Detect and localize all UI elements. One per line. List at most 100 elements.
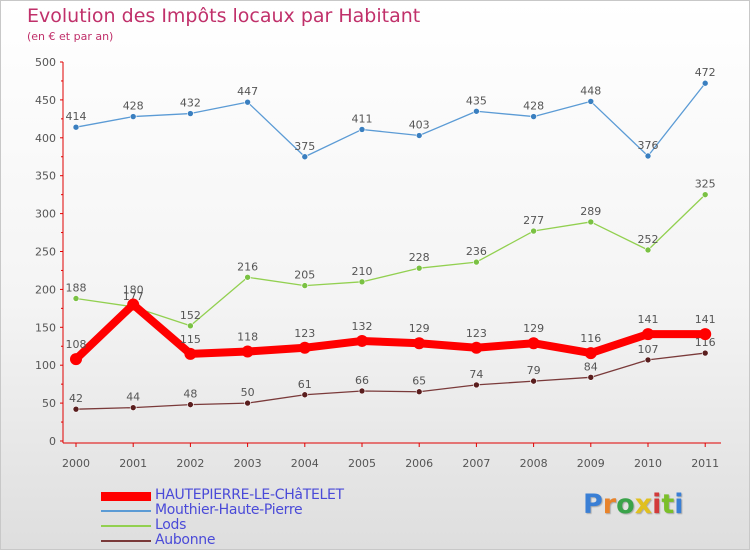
logo-letter: P [583,489,603,520]
y-tick-label: 450 [35,94,56,107]
x-tick-label: 2011 [691,457,719,470]
y-tick-label: 200 [35,283,56,296]
data-label: 84 [584,360,598,373]
data-point [473,258,480,266]
data-label: 428 [523,100,544,113]
y-tick-label: 100 [35,359,56,372]
data-point [358,387,366,395]
data-label: 432 [180,97,201,110]
data-point [701,349,709,357]
data-point [72,405,80,413]
logo-letter: i [652,489,662,520]
data-point [587,218,595,226]
data-point [356,334,368,347]
data-point [187,322,194,330]
data-label: 210 [352,265,373,278]
data-label: 403 [409,119,430,132]
series-mouthier-haute-pierre: 414 428 432 447 375 411 403 435 428 448 376 472 [66,66,716,161]
data-label: 428 [123,100,144,113]
data-point [701,191,709,198]
x-tick-label: 2006 [405,457,433,470]
data-point [244,273,251,281]
x-tick-label: 2009 [577,457,605,470]
data-label: 48 [183,388,197,401]
data-point [644,152,652,160]
data-label: 132 [352,320,373,333]
data-point [72,123,80,131]
data-label: 129 [409,322,430,335]
x-tick-label: 2001 [119,457,147,470]
data-label: 152 [180,309,201,322]
data-point [301,282,309,289]
data-point [187,110,194,117]
x-tick-label: 2005 [348,457,376,470]
data-point [301,153,309,161]
data-label: 107 [638,343,659,356]
data-point [644,356,652,364]
data-point [644,246,652,254]
data-label: 116 [580,332,601,345]
data-label: 205 [294,269,315,282]
series-lods: 188 177 152 216 205 210 228 236 277 289 252 325 [66,178,716,330]
series-line [75,82,706,158]
chart-title: Evolution des Impôts locaux par Habitant [27,5,421,27]
legend-swatch [101,491,151,501]
data-label: 289 [580,205,601,218]
x-tick-label: 2010 [634,457,662,470]
data-label: 228 [409,251,430,264]
proxiti-logo: Proxiti [583,489,684,520]
data-point [358,278,366,286]
data-label: 376 [638,139,659,152]
data-label: 65 [412,375,426,388]
series-line [75,352,706,410]
legend-swatch [101,540,151,542]
y-tick-label: 50 [42,397,56,410]
x-tick-label: 2008 [520,457,548,470]
x-tick-label: 2003 [234,457,262,470]
data-point [470,341,483,354]
data-label: 108 [66,338,87,351]
data-point [298,341,311,354]
data-label: 375 [294,140,315,153]
data-label: 236 [466,245,487,258]
data-label: 61 [298,378,312,391]
data-label: 252 [638,233,659,246]
data-point [301,391,309,399]
legend-label: Lods [155,517,187,533]
legend-swatch [101,510,151,512]
logo-letter: x [634,489,653,520]
data-point [415,264,423,272]
legend-label: HAUTEPIERRE-LE-CHâTELET [155,487,344,503]
series-line [75,193,706,327]
legend-label: Mouthier-Haute-Pierre [155,502,303,518]
data-label: 42 [69,392,83,405]
data-label: 180 [123,284,144,297]
logo-letter: o [616,489,635,520]
data-point [127,298,140,311]
chart-subtitle: (en € et par an) [27,30,114,43]
series-aubonne: 42 44 48 50 61 66 65 74 79 84 107 116 [69,336,716,413]
data-label: 448 [580,84,601,97]
data-label: 325 [695,178,716,191]
data-point [244,399,251,407]
data-point [530,227,537,235]
series-line [72,300,710,364]
data-point [642,328,654,341]
data-point [473,107,480,115]
data-label: 414 [66,110,87,123]
logo-letter: r [602,489,617,520]
data-label: 141 [638,313,659,326]
data-point [473,381,480,389]
x-tick-label: 2000 [62,457,90,470]
y-tick-label: 350 [35,170,56,183]
data-point [415,388,423,396]
data-label: 123 [294,327,315,340]
data-point [701,79,709,87]
data-point [587,98,595,105]
data-label: 50 [241,386,255,399]
legend-swatch [101,525,151,527]
data-point [413,337,426,350]
data-label: 277 [523,214,544,227]
